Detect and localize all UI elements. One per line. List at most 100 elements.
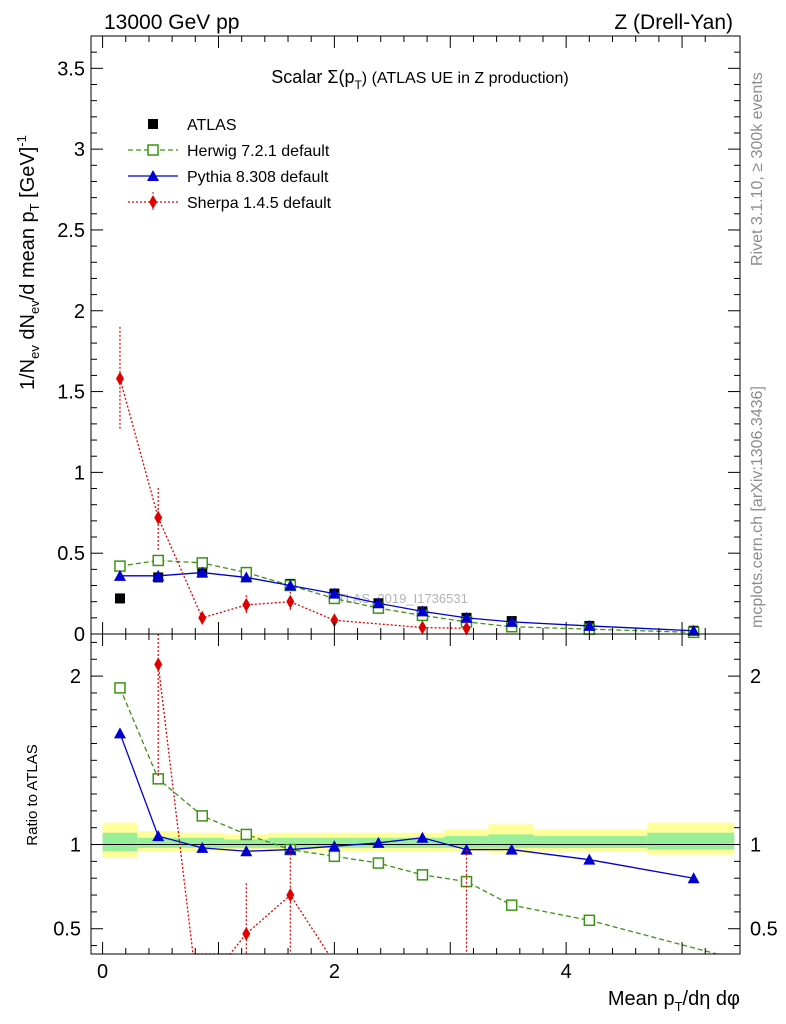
xtick-label: 4 bbox=[561, 961, 572, 983]
watermark-label: ATLAS_2019_I1736531 bbox=[330, 591, 468, 606]
ratio-point-pythia bbox=[328, 840, 341, 852]
ratio-band-green bbox=[224, 839, 269, 848]
ratio-point-sherpa bbox=[154, 657, 163, 672]
ratio-point-herwig bbox=[114, 682, 126, 694]
main-line-pythia bbox=[119, 571, 694, 632]
ratio-point-pythia bbox=[284, 843, 297, 855]
ratio-ytick-label: 1 bbox=[70, 835, 81, 857]
ratio-point-pythia bbox=[505, 843, 518, 855]
ratio-line-pythia bbox=[119, 733, 694, 879]
process-label: Z (Drell-Yan) bbox=[614, 11, 733, 34]
ratio-band-green bbox=[137, 837, 181, 848]
xlabel: Mean pT/dη dφ bbox=[608, 988, 740, 1014]
ratio-point-pythia bbox=[196, 841, 209, 853]
legend-marker-sherpa bbox=[149, 195, 157, 209]
ratio-ytick-label: 2 bbox=[70, 666, 81, 688]
ratio-point-pythia bbox=[687, 872, 700, 884]
xtick-label: 2 bbox=[329, 961, 340, 983]
main-point-pythia bbox=[460, 611, 473, 623]
ratio-point-herwig bbox=[328, 850, 341, 863]
ratio-point-herwig bbox=[372, 857, 385, 869]
ratio-point-pythia bbox=[416, 831, 429, 843]
legend-marker-pythia bbox=[147, 170, 159, 181]
main-ytick-label: 0.5 bbox=[57, 543, 85, 565]
ratio-line-sherpa bbox=[157, 664, 330, 955]
title-prefix: Scalar Σ(p bbox=[271, 67, 354, 87]
ratio-point-pythia bbox=[152, 830, 165, 842]
ratio-point-herwig bbox=[196, 810, 209, 822]
ratio-ylabel: Ratio to ATLAS bbox=[24, 744, 41, 845]
ratio-line-herwig bbox=[119, 687, 717, 955]
legend-marker-atlas bbox=[148, 119, 158, 129]
main-point-herwig bbox=[196, 557, 209, 569]
ylabel-sub: T bbox=[27, 203, 42, 211]
main-panel: ATLAS_2019_I1736531 0 0.5 1 1.5 2 2.5 3 3.5 Sca… bbox=[14, 35, 741, 646]
ratio-point-pythia bbox=[583, 853, 596, 865]
ylabel-part: 1/N bbox=[17, 359, 39, 390]
ylabel-sub: ev bbox=[27, 345, 42, 359]
main-point-sherpa bbox=[418, 620, 427, 635]
main-point-herwig bbox=[152, 554, 164, 567]
main-point-sherpa bbox=[286, 594, 295, 609]
ratio-band-green bbox=[444, 836, 489, 848]
ratio-frame bbox=[90, 633, 741, 955]
ratio-point-sherpa bbox=[242, 926, 251, 941]
main-ytick-label: 1 bbox=[74, 462, 85, 484]
main-ytick-label: 1.5 bbox=[57, 382, 85, 404]
main-point-sherpa bbox=[462, 621, 471, 636]
main-point-pythia bbox=[505, 615, 518, 627]
ratio-point-herwig bbox=[416, 869, 429, 881]
rivet-label: Rivet 3.1.10, ≥ 300k events bbox=[749, 72, 766, 266]
ylabel-part: dN bbox=[17, 314, 39, 345]
main-point-sherpa bbox=[198, 610, 207, 625]
legend: ATLAS Herwig 7.2.1 default Pythia 8.308 … bbox=[128, 117, 332, 212]
main-ytick-label: 2.5 bbox=[57, 220, 85, 242]
ratio-point-pythia bbox=[460, 843, 473, 855]
main-line-sherpa bbox=[119, 378, 467, 629]
ratio-band-green bbox=[102, 832, 138, 852]
main-ytick-label: 3.5 bbox=[57, 58, 85, 80]
main-point-pythia bbox=[583, 619, 596, 631]
ratio-point-pythia bbox=[240, 845, 253, 857]
ratio-point-herwig bbox=[505, 899, 518, 911]
title-suffix: ) (ATLAS UE in Z production) bbox=[362, 70, 569, 87]
main-ytick-label: 2 bbox=[74, 301, 85, 323]
main-ylabel: 1/Nev dNev/d mean pT [GeV]-1 bbox=[14, 135, 42, 390]
main-point-pythia bbox=[416, 605, 429, 617]
legend-label-sherpa: Sherpa 1.4.5 default bbox=[187, 195, 332, 212]
main-point-pythia bbox=[196, 566, 209, 578]
main-point-pythia bbox=[113, 569, 126, 581]
title-sub: T bbox=[354, 78, 362, 92]
mcplots-label: mcplots.cern.ch [arXiv:1306.3436] bbox=[749, 386, 766, 628]
ratio-point-pythia bbox=[113, 727, 126, 739]
main-title: Scalar Σ(pT) (ATLAS UE in Z production) bbox=[271, 67, 568, 92]
ratio-band-green bbox=[400, 837, 445, 848]
xlabel-sub: T bbox=[675, 999, 683, 1014]
main-point-sherpa bbox=[330, 613, 339, 628]
ratio-point-sherpa bbox=[286, 888, 295, 903]
ratio-point-herwig bbox=[583, 914, 596, 927]
ratio-ytick-label-right: 0.5 bbox=[750, 919, 778, 941]
main-point-pythia bbox=[284, 579, 297, 591]
main-point-pythia bbox=[240, 571, 253, 583]
ratio-ytick-label: 0.5 bbox=[53, 919, 81, 941]
ylabel-sub: ev bbox=[27, 300, 42, 314]
ylabel-part: [GeV] bbox=[17, 147, 39, 204]
ratio-point-herwig bbox=[152, 773, 164, 785]
main-point-pythia bbox=[152, 569, 165, 581]
xlabel-part: Mean p bbox=[608, 988, 675, 1010]
legend-label-herwig: Herwig 7.2.1 default bbox=[187, 143, 330, 160]
ylabel-part: /d mean p bbox=[17, 211, 39, 300]
xtick-label: 0 bbox=[97, 961, 108, 983]
legend-marker-herwig bbox=[147, 144, 159, 156]
main-point-pythia bbox=[687, 624, 700, 636]
main-point-atlas bbox=[114, 593, 125, 604]
main-ytick-label: 3 bbox=[74, 139, 85, 161]
main-point-pythia bbox=[372, 597, 385, 609]
main-point-sherpa bbox=[115, 371, 124, 386]
main-point-pythia bbox=[328, 587, 341, 599]
main-point-sherpa bbox=[242, 597, 251, 612]
xlabel-part: /dη dφ bbox=[683, 988, 740, 1010]
